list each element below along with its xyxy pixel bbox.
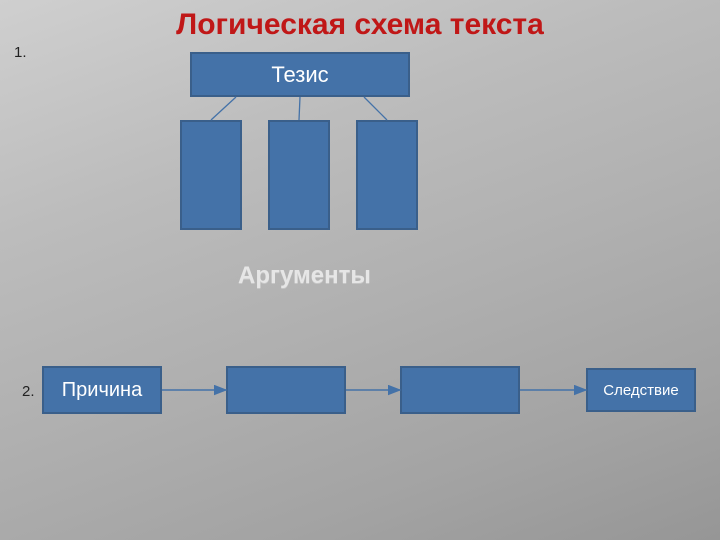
arguments-label: Аргументы xyxy=(238,262,371,290)
chain-box-1 xyxy=(226,366,346,414)
slide: Логическая схема текста 1. 2. Тезис Аргу… xyxy=(0,0,720,540)
section-number-1: 1. xyxy=(14,44,27,61)
effect-label: Следствие xyxy=(603,382,678,399)
argument-box-1 xyxy=(180,120,242,230)
slide-title: Логическая схема текста xyxy=(0,8,720,42)
thesis-label: Тезис xyxy=(271,62,328,88)
argument-box-3 xyxy=(356,120,418,230)
argument-box-2 xyxy=(268,120,330,230)
chain-box-2 xyxy=(400,366,520,414)
cause-label: Причина xyxy=(62,379,142,402)
thesis-box: Тезис xyxy=(190,52,410,97)
section-number-2: 2. xyxy=(22,383,35,400)
cause-box: Причина xyxy=(42,366,162,414)
effect-box: Следствие xyxy=(586,368,696,412)
